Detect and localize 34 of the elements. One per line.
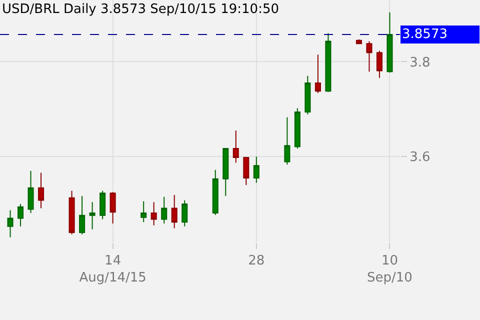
candlestick [28, 170, 34, 214]
candlestick [18, 204, 24, 227]
candlestick [79, 195, 86, 235]
x-tick-label: 14 Aug/14/15 [79, 254, 146, 286]
candlestick [182, 200, 188, 227]
candlestick [140, 200, 147, 223]
candlestick [7, 210, 14, 238]
candlestick [38, 172, 44, 209]
candlestick [284, 116, 290, 166]
candlestick [366, 40, 372, 72]
chart-title: USD/BRL Daily 3.8573 Sep/10/15 19:10:50 [2, 2, 279, 17]
candlestick [150, 202, 157, 226]
candlestick [253, 156, 260, 184]
candlestick [110, 192, 116, 224]
candlestick [325, 32, 332, 93]
candlestick [222, 148, 229, 196]
candlestick [100, 190, 106, 220]
candlestick [314, 54, 321, 94]
candlestick [68, 190, 75, 235]
x-tick-label: 28 [248, 254, 265, 269]
candlestick [232, 130, 239, 164]
candlestick [212, 169, 218, 216]
y-tick-label: 3.8 [410, 55, 430, 70]
y-tick-label: 3.6 [410, 150, 430, 166]
ref-line-label: 3.8573 [402, 27, 448, 42]
candlestick [294, 108, 300, 150]
candlestick [376, 50, 382, 78]
candlestick [386, 12, 393, 74]
x-tick-label: 10 Sep/10 [367, 254, 412, 286]
candlestick [243, 157, 250, 186]
candlestick [161, 196, 168, 224]
candlestick [171, 194, 178, 229]
candlestick [89, 202, 96, 230]
candlestick [304, 75, 311, 115]
